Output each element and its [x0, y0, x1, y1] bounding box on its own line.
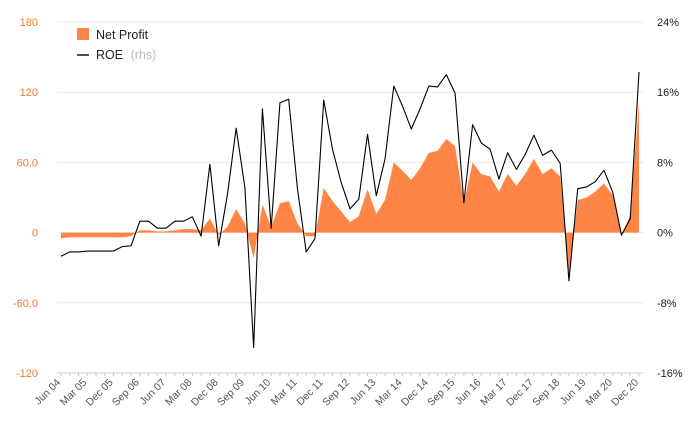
- right-axis-tick-label: -16%: [657, 368, 683, 380]
- x-axis-tick-label: Jun 10: [243, 377, 274, 408]
- x-axis-tick-label: Mar 11: [269, 377, 300, 408]
- x-axis-tick-label: Mar 14: [373, 377, 405, 409]
- legend-label-roe-name: ROE: [96, 48, 123, 62]
- x-axis-tick-label: Dec 17: [504, 377, 536, 409]
- x-axis-tick-label: Jun 04: [32, 377, 63, 408]
- x-axis-tick-label: Sep 15: [425, 377, 457, 409]
- right-axis-tick-label: 0%: [657, 228, 673, 240]
- x-axis-tick-label: Sep 06: [110, 377, 142, 409]
- net-profit-area-layer: [61, 101, 639, 274]
- right-axis-tick-label: 8%: [657, 157, 673, 169]
- legend-label-net-profit: Net Profit: [96, 28, 149, 42]
- x-axis-tick-label: Dec 14: [399, 377, 431, 409]
- right-axis-tick-label: 24%: [657, 17, 679, 29]
- x-axis-tick-label: Mar 08: [163, 377, 195, 409]
- x-axis-tick-label: Jun 16: [453, 377, 484, 408]
- left-axis-tick-label: -60.0: [13, 298, 38, 310]
- net-profit-area: [61, 101, 639, 274]
- right-axis-tick-label: 16%: [657, 87, 679, 99]
- legend-label-roe: ROE (rhs): [96, 48, 156, 62]
- x-axis-tick-label: Dec 08: [189, 377, 221, 409]
- legend-swatch-net-profit: [77, 28, 89, 40]
- x-axis-tick-label: Dec 05: [84, 377, 116, 409]
- x-axis-tick-label: Mar 20: [583, 377, 615, 409]
- x-axis-tick-label: Dec 20: [609, 377, 641, 409]
- x-axis-tick-label: Sep 18: [530, 377, 562, 409]
- left-axis-tick-label: -120: [16, 368, 38, 380]
- x-axis-tick-label: Mar 05: [58, 377, 90, 409]
- legend: Net Profit ROE (rhs): [77, 28, 156, 62]
- x-axis-tick-label: Jun 07: [137, 377, 168, 408]
- x-axis-tick-label: Jun 13: [348, 377, 379, 408]
- x-axis-tick-label: Jun 19: [558, 377, 589, 408]
- x-axis-tick-label: Sep 09: [215, 377, 247, 409]
- left-axis-tick-label: 180: [20, 17, 38, 29]
- right-axis-tick-label: -8%: [657, 298, 677, 310]
- left-axis-tick-label: 0: [32, 228, 38, 240]
- left-axis-tick-label: 60.0: [17, 157, 38, 169]
- legend-label-roe-suffix: (rhs): [131, 48, 157, 62]
- x-axis-tick-label: Mar 17: [478, 377, 510, 409]
- x-axis-tick-label: Dec 11: [294, 377, 326, 409]
- roe-line: [60, 71, 640, 349]
- x-axis-tick-label: Sep 12: [320, 377, 352, 409]
- left-axis-tick-label: 120: [20, 87, 38, 99]
- roe-line-layer: [60, 71, 640, 349]
